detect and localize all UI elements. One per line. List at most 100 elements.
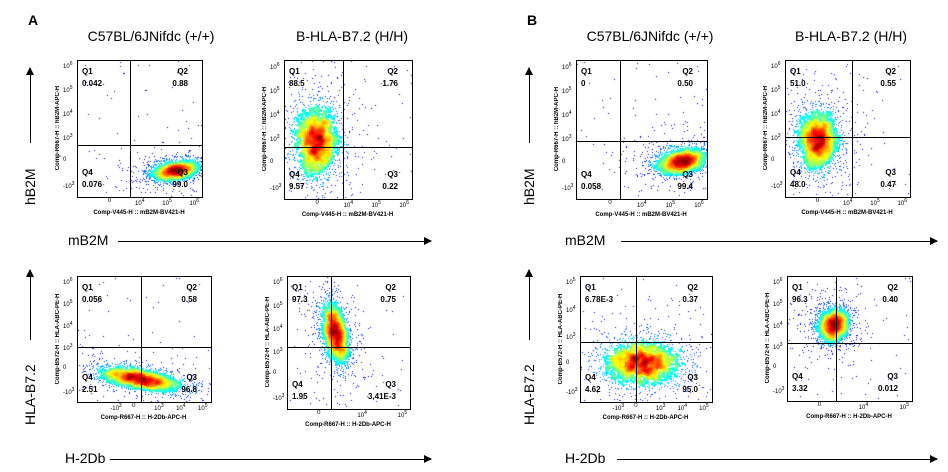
plot-a-row1-humanized-y-axis-title: Comp-R667-H :: hB2M-APC-H <box>262 86 268 172</box>
plot-b-row2-wt-q2-value: 0.37 <box>682 295 698 304</box>
plot-b-row1-humanized-q1-value: 51.0 <box>790 79 806 88</box>
plot-b-row2-wt-q3-label: Q3 <box>687 373 698 382</box>
plot-b-row1-humanized-y-tick: 103 <box>771 133 781 143</box>
plot-a-row2-wt-x-axis-title: Comp-R667-H :: H-2Db-APC-H <box>100 415 187 421</box>
plot-a-row1-humanized-y-tick: 106 <box>270 61 280 71</box>
plot-a-row1-humanized-y-tick: 105 <box>270 85 280 95</box>
x-axis-arrow-b-row1 <box>621 237 938 245</box>
plot-b-row1-humanized-gate-horizontal[interactable] <box>786 137 910 138</box>
plot-a-row1-humanized-gate-vertical[interactable] <box>343 61 344 199</box>
plot-a-row1-wt-q1-value: 0.042 <box>82 79 103 88</box>
plot-a-row1-humanized-density <box>285 61 412 199</box>
plot-b-row2-humanized-x-axis-title: Comp-R667-H :: H-2Db-APC-H <box>806 414 892 420</box>
plot-b-row1-wt-y-axis-title: Comp-R667-H :: hB2M-APC-H <box>554 86 560 172</box>
plot-b-row1-humanized-gate-vertical[interactable] <box>852 61 853 197</box>
plot-a-row1-humanized-y-tick: -103 <box>270 182 282 192</box>
plot-b-row2-wt-y-tick: -103 <box>566 387 578 396</box>
plot-b-row1-wt-y-tick: 104 <box>562 110 572 120</box>
plot-b-row2-wt: Q1 6.78E-3 Q2 0.37 Q3 95.0 Q4 4.62 <box>580 276 713 403</box>
plot-a-row2-humanized-y-tick: -103 <box>273 393 285 403</box>
panel-letter-b: B <box>527 12 538 28</box>
plot-a-row1-wt-gate-vertical[interactable] <box>130 61 131 197</box>
plot-b-row1-humanized-y-tick: 105 <box>771 85 781 95</box>
plot-b-row2-wt-y-tick: 103 <box>566 332 576 341</box>
plot-a-row2-humanized-density <box>288 277 410 409</box>
plot-a-row1-humanized-gate-horizontal[interactable] <box>285 147 412 148</box>
plot-b-row1-wt-gate-horizontal[interactable] <box>577 141 707 142</box>
y-axis-arrow-b-row1 <box>525 67 533 143</box>
plot-b-row1-humanized-y-axis-title: Comp-R667-H :: hB2M-APC-H <box>763 85 769 171</box>
y-axis-arrow-b-row2 <box>525 269 533 340</box>
column-header-b-humanized: B-HLA-B7.2 (H/H) <box>794 28 908 44</box>
plot-b-row2-humanized-y-tick: 105 <box>773 298 783 308</box>
plot-b-row2-humanized-q1-value: 96.3 <box>792 295 808 304</box>
plot-a-row2-humanized-gate-horizontal[interactable] <box>288 347 410 348</box>
plot-a-row1-wt-y-tick: -103 <box>63 181 75 191</box>
plot-a-row2-humanized-q4-label: Q4 <box>292 380 303 389</box>
plot-b-row2-humanized-gate-horizontal[interactable] <box>788 343 912 344</box>
plot-a-row1-wt-q3-label: Q3 <box>177 168 188 177</box>
plot-b-row1-humanized-y-tick: -103 <box>771 181 783 191</box>
plot-a-row1-humanized-x-tick: 106 <box>399 200 409 209</box>
plot-b-row1-humanized-q2-value: 0.55 <box>880 79 896 88</box>
plot-a-row2-humanized-gate-vertical[interactable] <box>331 277 332 409</box>
plot-b-row2-humanized-x-tick: 105 <box>899 402 910 411</box>
plot-a-row2-wt-x-tick: -103 <box>110 403 122 412</box>
plot-a-row1-wt-y-tick: 106 <box>63 61 73 71</box>
plot-b-row2-humanized: Q1 96.3 Q2 0.40 Q3 0.012 Q4 3.32 <box>787 276 913 402</box>
plot-a-row2-wt-gate-horizontal[interactable] <box>78 347 211 348</box>
plot-a-row1-humanized-q3-label: Q3 <box>387 170 398 179</box>
plot-a-row1-wt-q2-label: Q2 <box>177 67 188 76</box>
plot-a-row1-humanized-x-axis-title: Comp-V445-H :: mB2M-BV421-H <box>301 212 394 218</box>
plot-a-row1-humanized-x-tick: 104 <box>343 200 353 209</box>
plot-a-row1-wt-gate-horizontal[interactable] <box>78 145 202 146</box>
plot-b-row2-wt-q3-value: 95.0 <box>682 385 698 394</box>
plot-b-row2-humanized-gate-vertical[interactable] <box>836 277 837 401</box>
plot-a-row2-humanized-q1-value: 97.3 <box>292 295 308 304</box>
x-axis-arrow-a-row1 <box>118 237 432 245</box>
plot-a-row2-wt-gate-vertical[interactable] <box>141 277 142 402</box>
plot-b-row2-wt-q2-label: Q2 <box>687 283 698 292</box>
plot-b-row1-wt-y-tick: -103 <box>562 182 574 192</box>
plot-b-row1-wt-q2-value: 0.50 <box>677 79 693 88</box>
plot-a-row1-humanized-y-tick: 104 <box>270 110 280 120</box>
plot-a-row2-humanized-x-tick: 0 <box>317 410 321 416</box>
plot-b-row1-humanized-q2-label: Q2 <box>885 67 896 76</box>
plot-b-row2-wt-gate-horizontal[interactable] <box>581 342 712 343</box>
plot-b-row2-humanized-q2-label: Q2 <box>887 283 898 292</box>
plot-a-row2-wt-q4-value: 2.51 <box>82 385 98 394</box>
plot-b-row2-wt-gate-vertical[interactable] <box>636 277 637 402</box>
plot-b-row1-wt-density <box>577 61 707 199</box>
plot-b-row1-humanized-x-axis-title: Comp-V445-H :: mB2M-BV421-H <box>801 210 893 216</box>
y-axis-label-hla-a: HLA-B7.2 <box>22 364 38 425</box>
plot-b-row1-wt: Q1 0 Q2 0.50 Q3 99.4 Q4 0.058 <box>576 60 708 200</box>
plot-a-row2-humanized-y-tick: 0 <box>273 370 277 377</box>
plot-a-row2-wt-x-tick: 105 <box>198 403 208 412</box>
x-axis-label-mb2m-a: mB2M <box>68 232 109 248</box>
plot-b-row2-humanized-q1-label: Q1 <box>792 283 803 292</box>
plot-b-row1-humanized-x-tick: 105 <box>870 198 880 207</box>
plot-a-row2-wt-q3-value: 96.8 <box>181 385 197 394</box>
plot-b-row2-wt-x-tick: 0 <box>634 403 638 409</box>
plot-a-row2-wt-q3-label: Q3 <box>186 373 197 382</box>
plot-a-row1-wt-y-tick: 0 <box>63 157 67 164</box>
plot-b-row1-wt-gate-vertical[interactable] <box>620 61 621 199</box>
plot-a-row1-wt-density <box>78 61 202 197</box>
plot-b-row1-wt-q1-value: 0 <box>581 79 586 88</box>
plot-b-row1-humanized-q1-label: Q1 <box>790 67 801 76</box>
plot-a-row1-humanized-q1-label: Q1 <box>289 67 300 76</box>
plot-a-row2-wt-q2-value: 0.58 <box>181 295 197 304</box>
plot-b-row2-wt-x-axis-title: Comp-R667-H :: H-2Db-APC-H <box>602 415 689 421</box>
plot-a-row1-humanized-x-tick: 0 <box>315 200 319 206</box>
plot-b-row1-humanized: Q1 51.0 Q2 0.55 Q3 0.47 Q4 48.0 <box>785 60 911 198</box>
plot-a-row2-humanized-q3-label: Q3 <box>385 380 396 389</box>
plot-a-row2-wt-x-tick: 104 <box>176 403 186 412</box>
plot-b-row2-humanized-y-tick: -103 <box>773 386 785 396</box>
plot-a-row1-wt-y-axis-title: Comp-R667-H :: hB2M-APC-H <box>55 85 61 171</box>
plot-a-row1-humanized-q2-value: 1.76 <box>382 79 398 88</box>
plot-a-row2-humanized-q1-label: Q1 <box>292 283 303 292</box>
plot-b-row2-wt-x-tick: 104 <box>677 403 687 412</box>
plot-a-row1-wt-q2-value: 0.88 <box>172 79 188 88</box>
plot-a-row1-wt-x-tick: 106 <box>189 198 200 207</box>
plot-b-row1-wt-x-axis-title: Comp-V445-H :: mB2M-BV421-H <box>595 212 687 218</box>
